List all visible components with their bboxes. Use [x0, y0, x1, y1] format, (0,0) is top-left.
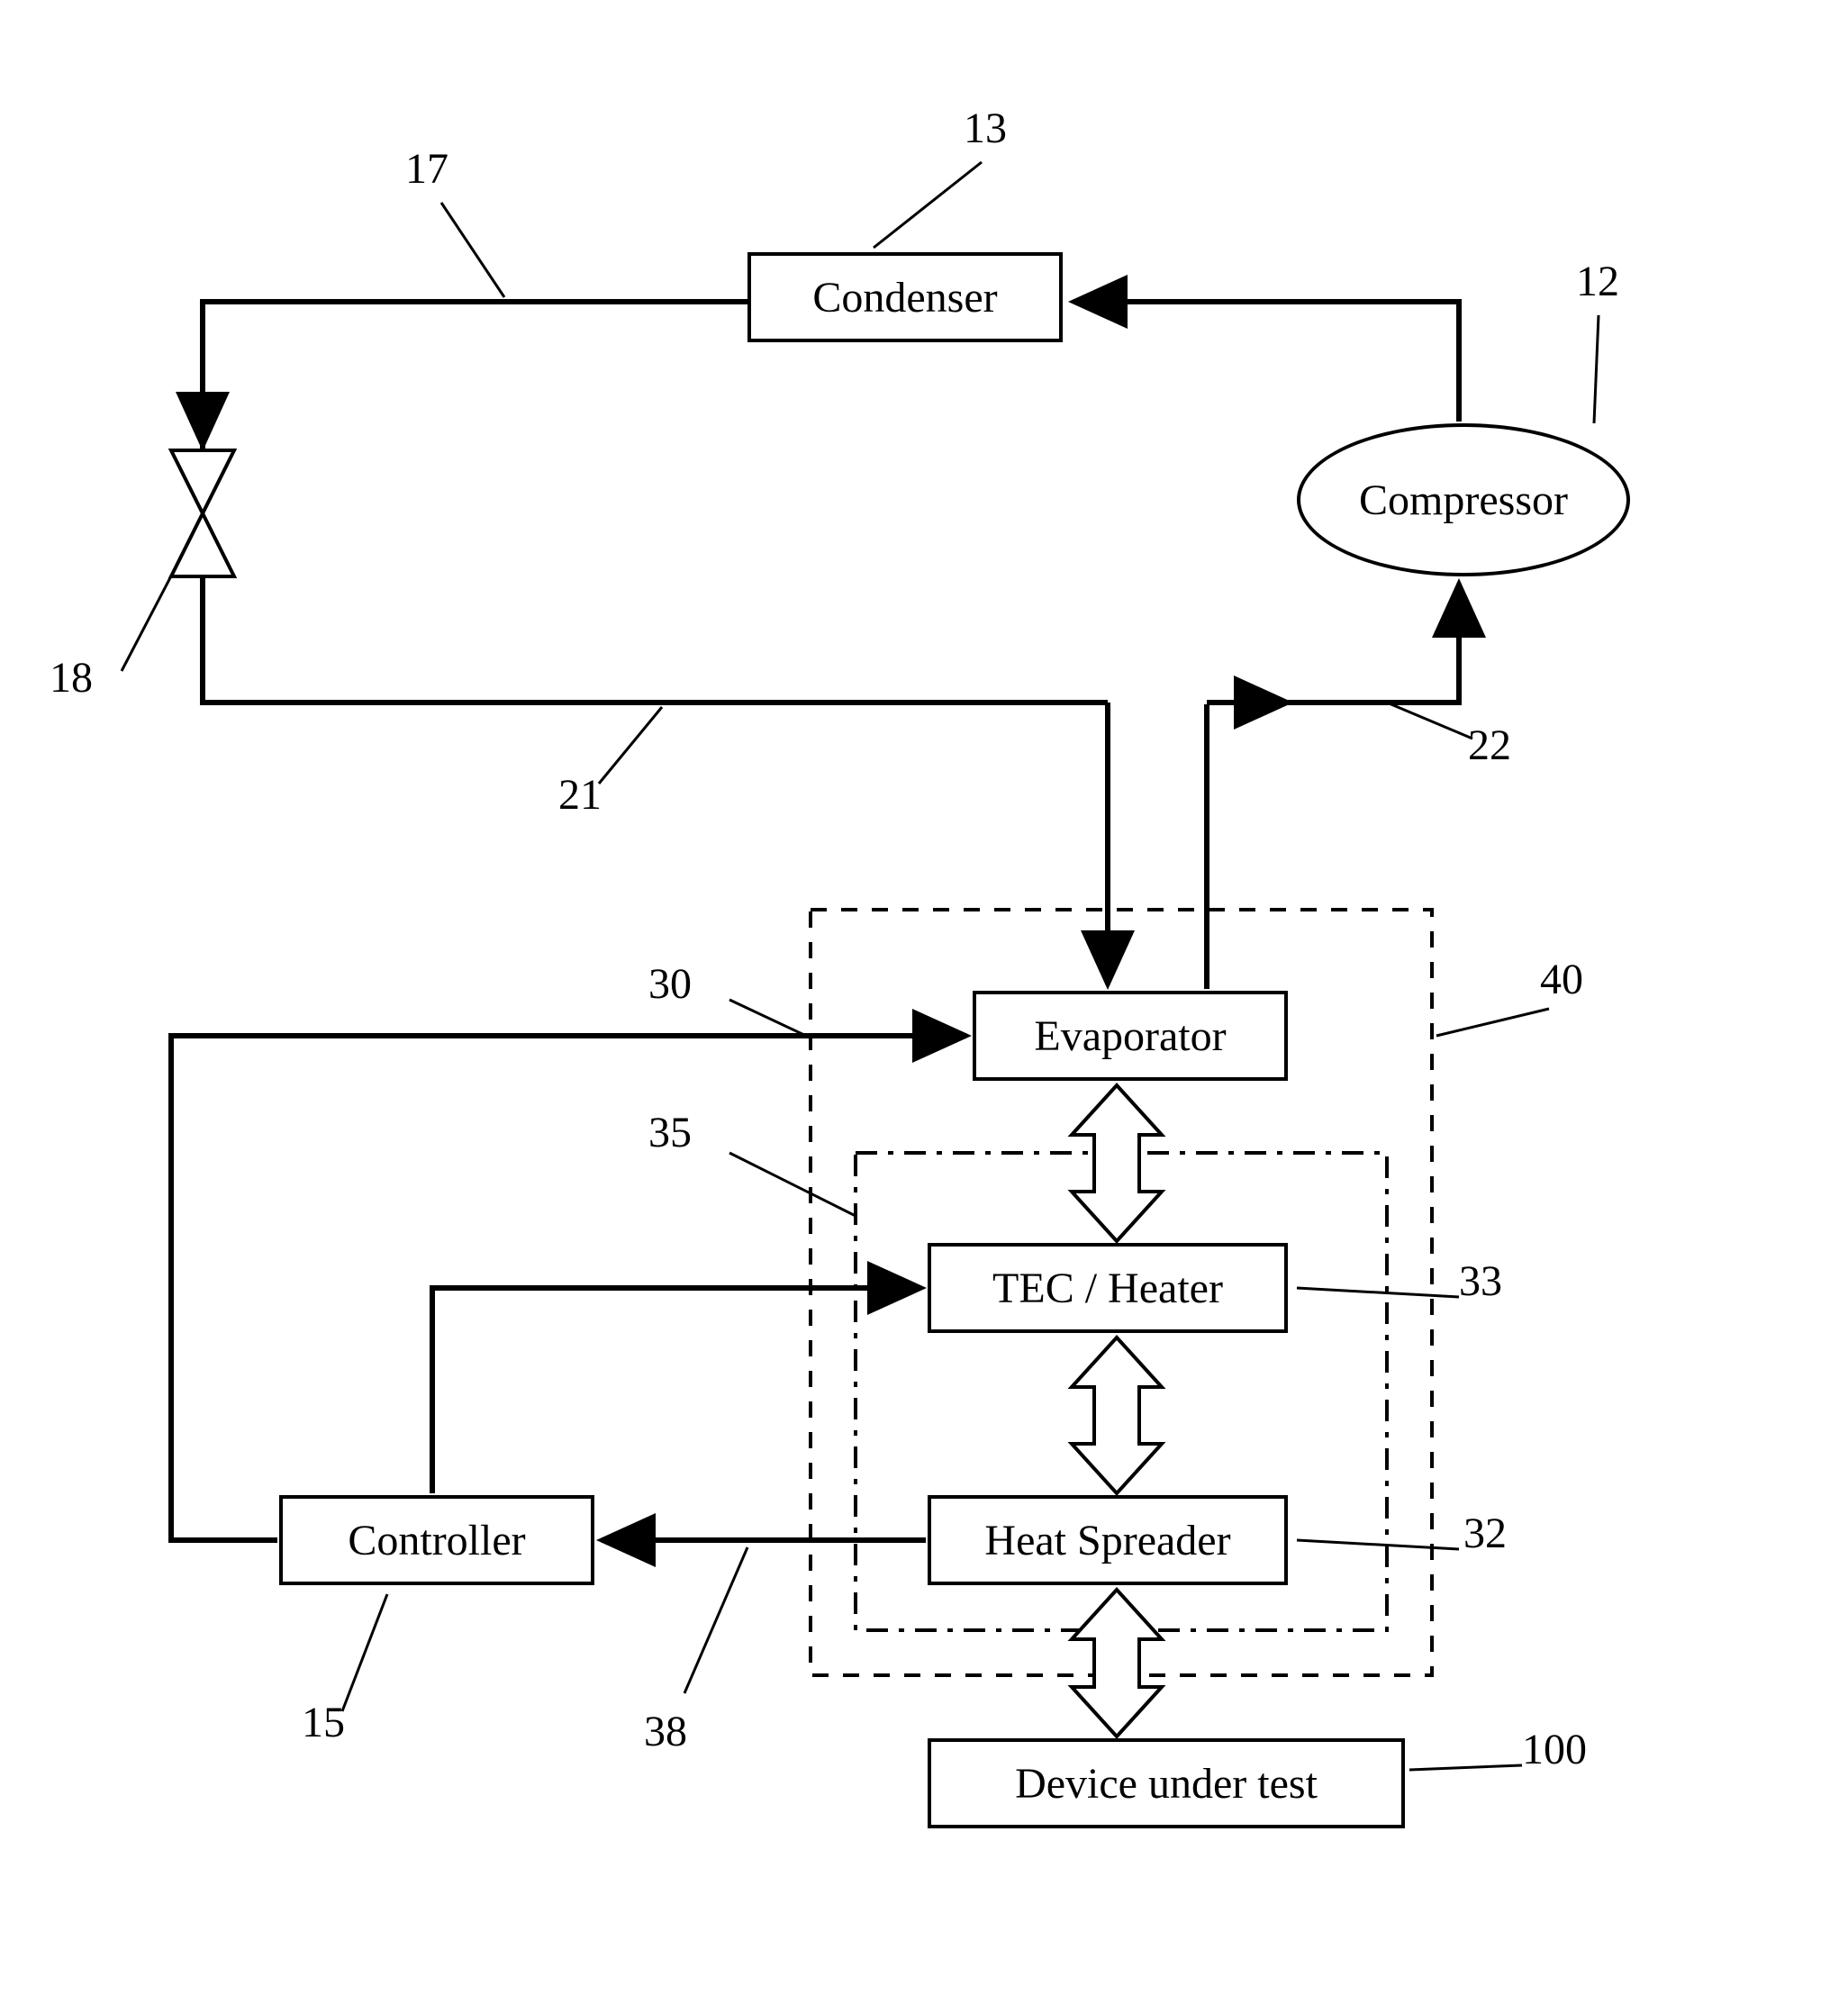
leader-100 — [1409, 1765, 1522, 1770]
flow-compressor-to-condenser — [1073, 302, 1459, 422]
ref-17: 17 — [405, 144, 448, 194]
condenser-box: Condenser — [747, 252, 1063, 342]
diagram-root: Condenser Compressor Evaporator TEC / He… — [0, 0, 1848, 2013]
double-arrow-1 — [1072, 1085, 1162, 1241]
leader-38 — [684, 1547, 747, 1693]
compressor-label: Compressor — [1359, 476, 1568, 525]
double-arrow-3 — [1072, 1590, 1162, 1736]
leader-40 — [1436, 1009, 1549, 1036]
leader-13 — [874, 162, 982, 248]
leader-30 — [729, 1000, 806, 1036]
leader-18 — [122, 567, 176, 671]
leader-33 — [1297, 1288, 1459, 1297]
ref-38: 38 — [644, 1707, 687, 1756]
heat-spreader-label: Heat Spreader — [984, 1516, 1230, 1565]
leader-32 — [1297, 1540, 1459, 1549]
flow-to-compressor — [1207, 584, 1459, 703]
evaporator-box: Evaporator — [973, 991, 1288, 1081]
evaporator-label: Evaporator — [1034, 1011, 1226, 1061]
ref-35: 35 — [648, 1108, 692, 1157]
ref-33: 33 — [1459, 1256, 1502, 1306]
device-under-test-label: Device under test — [1015, 1759, 1318, 1809]
ref-13: 13 — [964, 104, 1007, 153]
flow-valve-to-junction — [203, 576, 1108, 703]
tec-heater-label: TEC / Heater — [992, 1264, 1223, 1313]
leader-15 — [342, 1594, 387, 1711]
ref-40: 40 — [1540, 955, 1583, 1004]
ref-12: 12 — [1576, 257, 1619, 306]
compressor-ellipse: Compressor — [1297, 423, 1630, 576]
ref-18: 18 — [50, 653, 93, 703]
double-arrow-2 — [1072, 1337, 1162, 1493]
controller-label: Controller — [348, 1516, 525, 1565]
ref-32: 32 — [1463, 1509, 1507, 1558]
flow-controller-to-tec — [432, 1288, 921, 1493]
ref-22: 22 — [1468, 721, 1511, 770]
leader-12 — [1594, 315, 1599, 423]
ref-30: 30 — [648, 959, 692, 1009]
ref-15: 15 — [302, 1698, 345, 1747]
ref-100: 100 — [1522, 1725, 1587, 1774]
leader-35 — [729, 1153, 856, 1216]
condenser-label: Condenser — [812, 273, 997, 322]
tec-heater-box: TEC / Heater — [928, 1243, 1288, 1333]
leader-17 — [441, 203, 504, 297]
leader-21 — [599, 707, 662, 784]
leader-22 — [1387, 703, 1472, 739]
controller-box: Controller — [279, 1495, 594, 1585]
device-under-test-box: Device under test — [928, 1738, 1405, 1828]
heat-spreader-box: Heat Spreader — [928, 1495, 1288, 1585]
flow-condenser-to-valve — [203, 302, 747, 446]
ref-21: 21 — [558, 770, 602, 820]
